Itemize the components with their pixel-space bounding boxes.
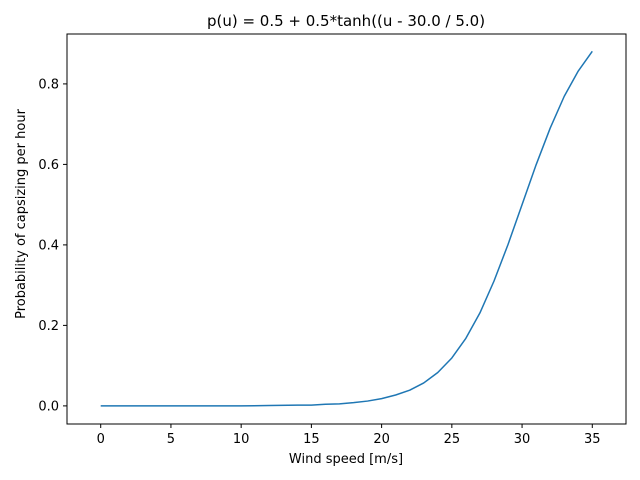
x-tick-label: 15 bbox=[303, 432, 320, 447]
x-tick-label: 0 bbox=[97, 432, 105, 447]
x-tick-label: 35 bbox=[584, 432, 601, 447]
x-tick-label: 25 bbox=[444, 432, 461, 447]
x-tick-label: 30 bbox=[514, 432, 531, 447]
y-tick-label: 0.6 bbox=[38, 158, 59, 173]
axes-frame bbox=[66, 33, 627, 425]
x-tick-label: 5 bbox=[167, 432, 175, 447]
y-tick-label: 0.8 bbox=[38, 77, 59, 92]
plot-area: 0 5 10 15 20 25 30 35 0.0 0.2 0.4 0.6 0.8 bbox=[38, 33, 627, 447]
series-line-0 bbox=[100, 50, 593, 407]
x-tick-label: 10 bbox=[233, 432, 250, 447]
x-axis-label: Wind speed [m/s] bbox=[289, 452, 403, 467]
y-tick-label: 0.0 bbox=[38, 399, 59, 414]
y-axis-label: Probability of capsizing per hour bbox=[14, 108, 29, 318]
x-tick-label: 20 bbox=[373, 432, 390, 447]
y-tick-label: 0.4 bbox=[38, 238, 59, 253]
y-tick-label: 0.2 bbox=[38, 319, 59, 334]
chart-title: p(u) = 0.5 + 0.5*tanh((u - 30.0 / 5.0) bbox=[207, 12, 485, 30]
